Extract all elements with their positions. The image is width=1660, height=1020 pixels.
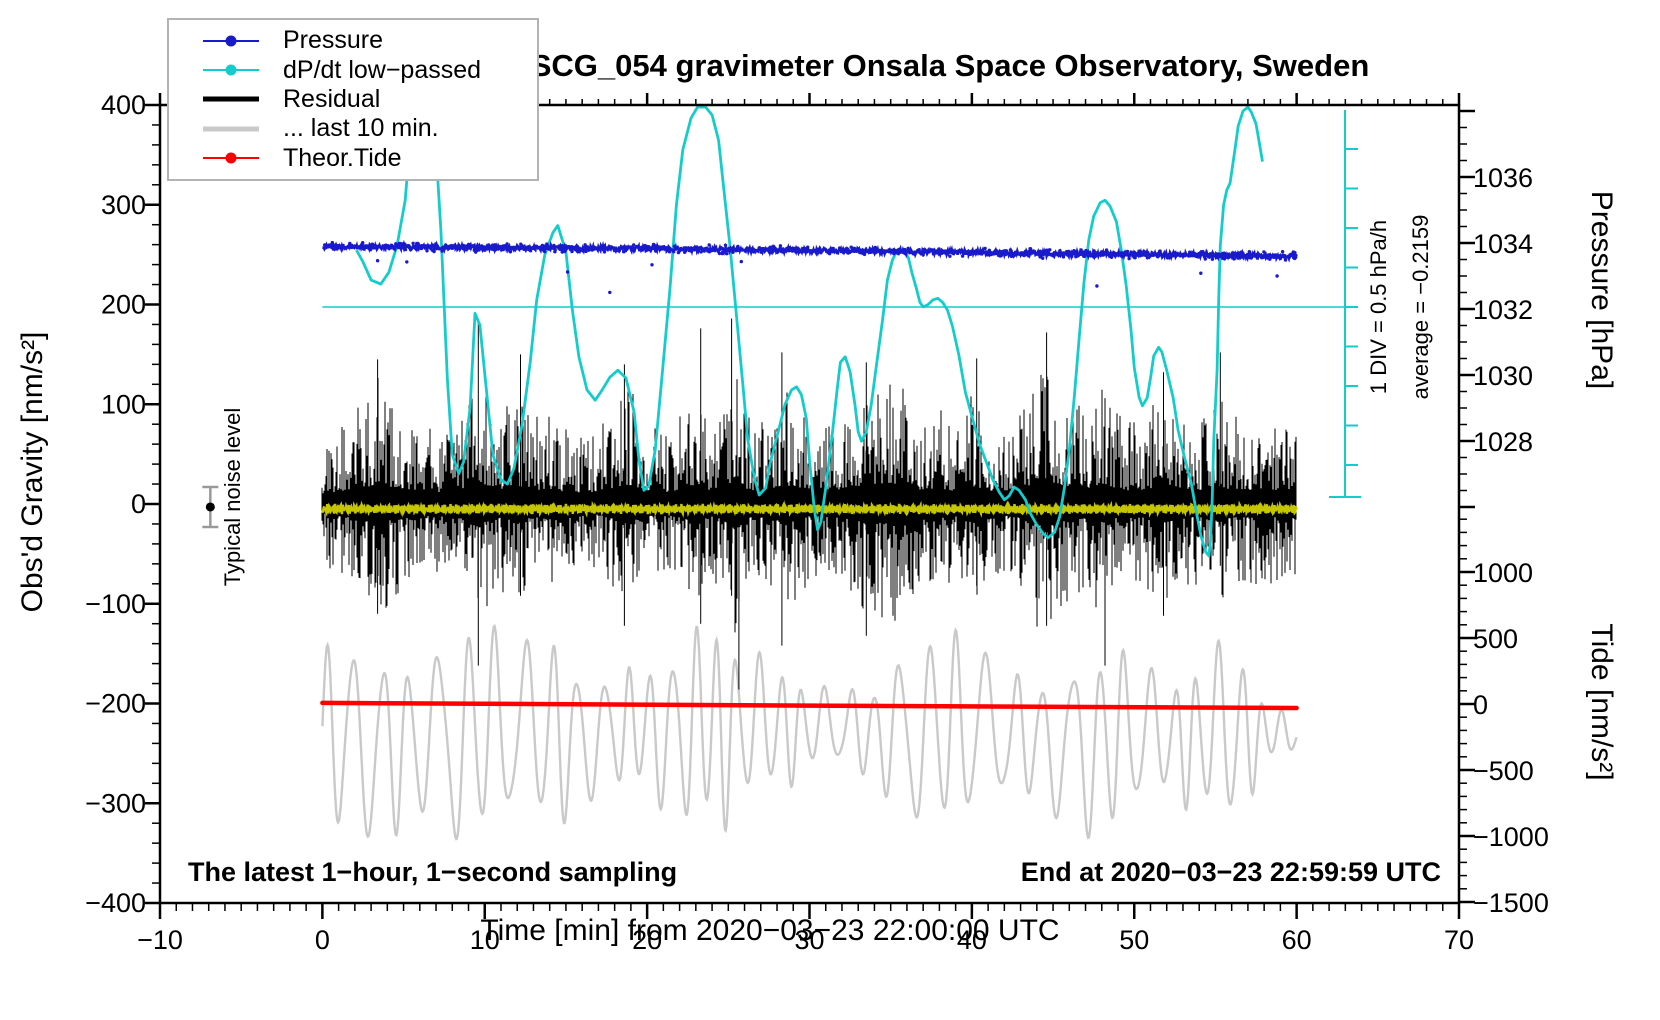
tide-tick-label: −1000	[1473, 822, 1549, 852]
x-tick-label: 70	[1444, 925, 1474, 955]
legend-sample-line	[203, 60, 259, 80]
plot-area	[320, 106, 1299, 841]
series-last10min	[321, 624, 1298, 841]
gravity-tick-label: 400	[101, 90, 146, 120]
tide-axis-title: Tide [nm/s²]	[1585, 623, 1618, 781]
legend-sample-line	[203, 89, 259, 109]
x-tick-label: 0	[315, 925, 330, 955]
gravity-tick-label: −100	[85, 589, 146, 619]
pressure-tick-label: 1032	[1473, 295, 1533, 325]
legend: Pressure dP/dt low−passed Residual... last…	[167, 18, 539, 181]
legend-item-3: ... last 10 min.	[203, 114, 537, 143]
x-tick-label: 10	[470, 925, 500, 955]
tide-tick-label: 0	[1473, 690, 1488, 720]
legend-item-0: Pressure	[203, 26, 537, 55]
page-title: SCG_054 gravimeter Onsala Space Observat…	[530, 48, 1370, 83]
x-tick-label: 30	[794, 925, 824, 955]
series-theor-tide	[320, 700, 1299, 711]
gravity-tick-label: −200	[85, 689, 146, 719]
pressure-tick-label: 1030	[1473, 361, 1533, 391]
div-scale-label: 1 DIV = 0.5 hPa/h	[1366, 219, 1391, 395]
legend-label: Theor.Tide	[283, 143, 402, 172]
pressure-tick-label: 1028	[1473, 427, 1533, 457]
x-tick-label: 60	[1282, 925, 1312, 955]
gravity-tick-label: 300	[101, 190, 146, 220]
axis-tick-labels: −10 0 10 20 30 40 50 60 704003002001000−100−200−…	[85, 90, 1549, 955]
tide-tick-label: −1500	[1473, 888, 1549, 918]
sampling-note: The latest 1−hour, 1−second sampling	[188, 857, 678, 887]
legend-sample-dot	[225, 64, 237, 76]
gravity-tick-label: −300	[85, 788, 146, 818]
pressure-axis-title: Pressure [hPa]	[1585, 190, 1618, 390]
legend-sample-line	[203, 148, 259, 168]
tide-tick-label: 1000	[1473, 558, 1533, 588]
legend-sample-line	[203, 31, 259, 51]
pressure-tick-label: 1034	[1473, 229, 1533, 259]
gravity-tick-label: 200	[101, 290, 146, 320]
pressure-tick-label: 1036	[1473, 163, 1533, 193]
x-tick-label: 40	[957, 925, 987, 955]
dpdt-scale-bar	[322, 110, 1361, 498]
gravity-tick-label: −400	[85, 888, 146, 918]
legend-label: dP/dt low−passed	[283, 55, 482, 84]
legend-label: Residual	[283, 84, 381, 113]
x-tick-label: −10	[137, 925, 183, 955]
legend-item-1: dP/dt low−passed	[203, 56, 537, 85]
tide-tick-label: −500	[1473, 756, 1534, 786]
legend-sample-line	[203, 119, 259, 139]
axis-ticks	[145, 93, 1475, 919]
x-tick-label: 20	[632, 925, 662, 955]
gravity-axis-title: Obs'd Gravity [nm/s²]	[16, 331, 49, 613]
x-axis-title: Time [min] from 2020−03−23 22:00:00 UTC	[480, 914, 1060, 947]
legend-sample-dot	[225, 152, 237, 164]
x-tick-label: 50	[1119, 925, 1149, 955]
series-residual-smoothed	[321, 500, 1298, 518]
series-pressure-dots	[323, 240, 1298, 295]
gravity-tick-label: 100	[101, 389, 146, 419]
noise-level-label: Typical noise level	[220, 407, 245, 587]
legend-item-4: Theor.Tide	[203, 144, 537, 173]
series-dpdt	[355, 106, 1264, 558]
tide-tick-label: 500	[1473, 624, 1518, 654]
legend-item-2: Residual	[203, 85, 537, 114]
legend-label: ... last 10 min.	[283, 114, 439, 143]
legend-sample-dot	[225, 35, 237, 47]
end-time-note: End at 2020−03−23 22:59:59 UTC	[1020, 857, 1441, 887]
noise-level-errorbar	[202, 485, 219, 529]
legend-label: Pressure	[283, 26, 384, 55]
average-label: average = −0.2159	[1408, 214, 1433, 400]
gravity-tick-label: 0	[131, 489, 146, 519]
